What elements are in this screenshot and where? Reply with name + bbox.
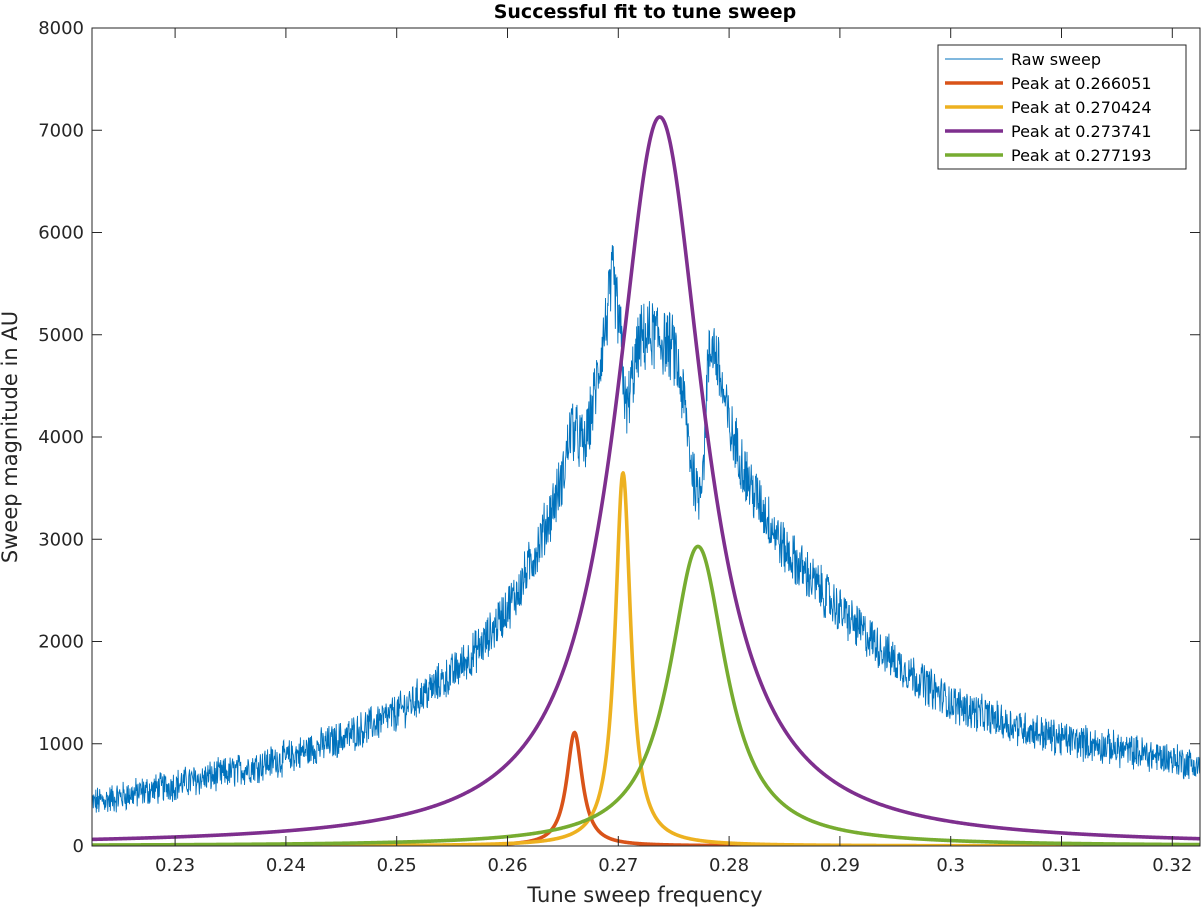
y-tick-label: 1000	[38, 734, 84, 755]
x-tick-label: 0.31	[1041, 855, 1081, 876]
y-tick-label: 7000	[38, 120, 84, 141]
y-axis-label: Sweep magnitude in AU	[0, 311, 22, 563]
x-axis-label: Tune sweep frequency	[526, 883, 762, 907]
y-tick-label: 2000	[38, 632, 84, 653]
x-tick-label: 0.32	[1152, 855, 1192, 876]
y-tick-label: 6000	[38, 223, 84, 244]
series-raw-sweep-line	[92, 245, 1200, 813]
x-tick-label: 0.27	[598, 855, 638, 876]
x-tick-label: 0.3	[936, 855, 965, 876]
legend-entry-label: Raw sweep	[1011, 50, 1101, 69]
x-axis-ticks: 0.23 0.24 0.25 0.26 0.27 0.28 0.29 0.3 0.31 0.32	[155, 28, 1192, 876]
series-fit-peak-4-line	[92, 544, 1200, 846]
legend-entry-label: Peak at 0.270424	[1011, 98, 1152, 117]
x-tick-label: 0.26	[487, 855, 527, 876]
y-tick-label: 8000	[38, 18, 84, 39]
x-tick-label: 0.25	[377, 855, 417, 876]
y-tick-label: 3000	[38, 529, 84, 550]
x-tick-label: 0.24	[266, 855, 306, 876]
chart-title: Successful fit to tune sweep	[494, 1, 797, 23]
x-tick-label: 0.28	[709, 855, 749, 876]
y-axis-ticks: 0 1000 2000 3000 4000 5000 6000 7000 8000	[38, 18, 1200, 857]
y-tick-label: 5000	[38, 325, 84, 346]
series-fit-peak-3-line	[92, 115, 1200, 842]
y-tick-label: 4000	[38, 427, 84, 448]
x-tick-label: 0.23	[155, 855, 195, 876]
x-tick-label: 0.29	[820, 855, 860, 876]
legend-entry-label: Peak at 0.266051	[1011, 74, 1152, 93]
legend-entry-label: Peak at 0.277193	[1011, 146, 1152, 165]
legend: Raw sweep Peak at 0.266051 Peak at 0.27042…	[937, 44, 1187, 170]
y-tick-label: 0	[73, 836, 84, 857]
legend-entry-label: Peak at 0.273741	[1011, 122, 1152, 141]
